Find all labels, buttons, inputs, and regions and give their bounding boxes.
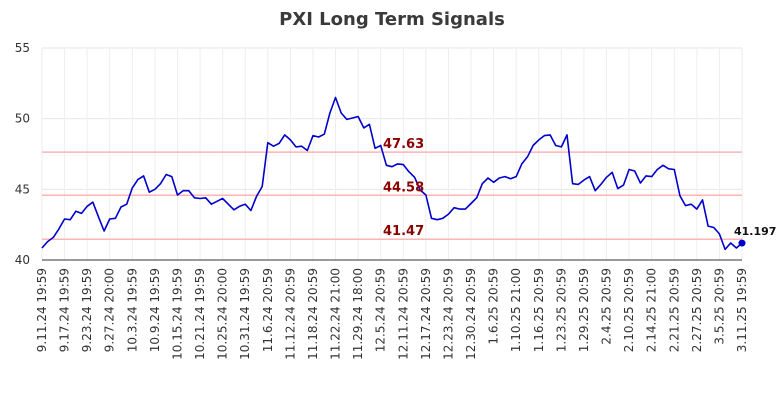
- x-tick-label: 2.14.25 21:00: [645, 268, 659, 352]
- signal-level-label: 44.58: [383, 180, 424, 195]
- x-tick-label: 12.30.24 20:59: [464, 268, 478, 360]
- x-tick-label: 9.23.24 19:59: [80, 268, 94, 352]
- x-tick-label: 3.5.25 20:59: [712, 268, 726, 345]
- x-tick-label: 11.18.24 20:59: [306, 268, 320, 360]
- y-tick-label: 45: [15, 182, 30, 196]
- x-tick-label: 11.6.24 20:59: [261, 268, 275, 352]
- x-tick-label: 11.22.24 21:00: [329, 268, 343, 360]
- x-tick-label: 12.17.24 20:59: [419, 268, 433, 360]
- x-tick-label: 9.27.24 20:00: [103, 268, 117, 352]
- x-tick-label: 10.31.24 19:59: [238, 268, 252, 360]
- x-tick-label: 10.3.24 19:59: [125, 268, 139, 352]
- x-tick-label: 2.21.25 20:59: [667, 268, 681, 352]
- signal-levels: [42, 151, 742, 240]
- x-tick-label: 12.5.24 20:59: [374, 268, 388, 352]
- chart-title: PXI Long Term Signals: [279, 9, 505, 30]
- x-tick-label: 1.16.25 20:59: [532, 268, 546, 352]
- annotation-layer: 47.63 44.58 41.47 41.197: [383, 137, 776, 239]
- x-tick-label: 9.11.24 19:59: [35, 268, 49, 352]
- x-tick-label: 2.4.25 20:59: [600, 268, 614, 345]
- x-tick-label: 1.23.25 20:59: [554, 268, 568, 352]
- x-tick-label: 10.9.24 19:59: [148, 268, 162, 352]
- x-tick-label: 10.25.24 20:00: [216, 268, 230, 360]
- last-value-label: 41.197: [734, 225, 776, 238]
- x-tick-label: 12.23.24 20:59: [441, 268, 455, 360]
- x-tick-label: 9.17.24 19:59: [58, 268, 72, 352]
- x-tick-label: 10.21.24 19:59: [193, 268, 207, 360]
- signal-level-label: 41.47: [383, 224, 424, 239]
- x-tick-label: 2.27.25 20:59: [690, 268, 704, 352]
- y-tick-label: 50: [15, 112, 30, 126]
- x-tick-label: 2.10.25 20:59: [622, 268, 636, 352]
- y-tick-label: 55: [15, 41, 30, 55]
- axes: 40 45 50 55 9.11.24 19:59 9.17.24 19:59 9.23.2…: [15, 41, 749, 360]
- last-point-marker: [738, 239, 746, 247]
- price-line: [41, 96, 743, 251]
- x-tick-label: 3.11.25 19:59: [735, 268, 749, 352]
- x-tick-label: 1.6.25 20:59: [487, 268, 501, 345]
- x-tick-label: 1.10.25 21:00: [509, 268, 523, 352]
- series-layer: [41, 96, 746, 251]
- x-tick-label: 11.29.24 18:00: [351, 268, 365, 360]
- gridlines: [41, 47, 743, 261]
- x-tick-label: 12.11.24 20:59: [396, 268, 410, 360]
- x-tick-label: 1.29.25 20:59: [577, 268, 591, 352]
- y-tick-label: 40: [15, 253, 30, 267]
- signal-level-label: 47.63: [383, 137, 424, 152]
- x-tick-label: 10.15.24 19:59: [170, 268, 184, 360]
- x-tick-label: 11.12.24 20:59: [283, 268, 297, 360]
